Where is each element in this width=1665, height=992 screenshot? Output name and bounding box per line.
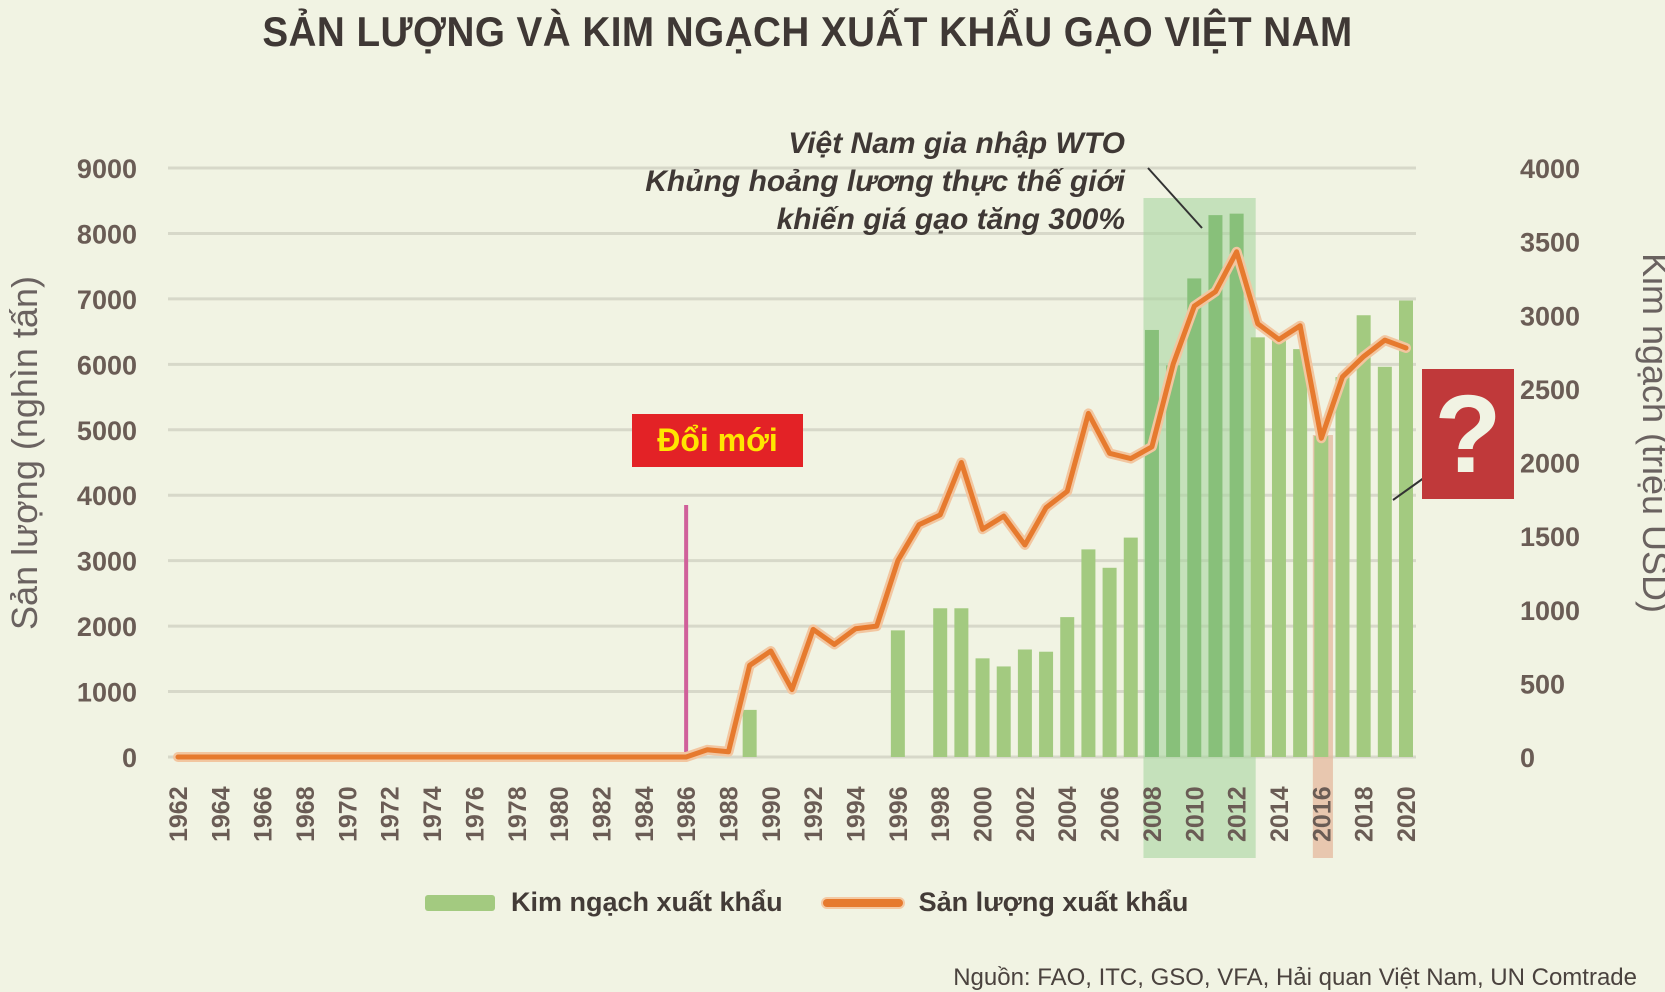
x-tick-label: 1982 xyxy=(588,786,616,842)
chart-title: SẢN LƯỢNG VÀ KIM NGẠCH XUẤT KHẨU GẠO VIỆ… xyxy=(262,8,1353,55)
x-tick-label: 2014 xyxy=(1266,786,1294,842)
x-tick-label: 2018 xyxy=(1351,786,1379,842)
x-tick-label: 1988 xyxy=(715,786,743,842)
bar-2004 xyxy=(1060,617,1075,757)
bar-2014 xyxy=(1271,333,1286,757)
x-tick-label: 1974 xyxy=(419,786,447,842)
bar-2020 xyxy=(1399,300,1413,757)
x-tick-label: 2002 xyxy=(1012,786,1040,842)
bar-2011 xyxy=(1208,215,1223,757)
wto-annotation-line-3: khiến giá gạo tăng 300% xyxy=(776,203,1125,236)
bar-2010 xyxy=(1187,278,1202,757)
wto-annotation-line-1: Việt Nam gia nhập WTO xyxy=(788,127,1125,160)
x-tick-label: 1996 xyxy=(885,786,913,842)
bar-2002 xyxy=(1017,649,1032,757)
bar-1989 xyxy=(742,709,757,757)
x-tick-label: 1992 xyxy=(800,786,828,842)
left-tick-label: 3000 xyxy=(77,547,137,577)
wto-leader-line xyxy=(1147,167,1203,229)
x-tick-label: 2010 xyxy=(1181,786,1209,842)
x-tick-label: 1970 xyxy=(334,786,362,842)
bar-2018 xyxy=(1356,315,1371,757)
x-tick-label: 1994 xyxy=(843,786,871,842)
left-tick-label: 6000 xyxy=(77,350,137,380)
right-tick-label: 2000 xyxy=(1520,449,1580,479)
bar-2012 xyxy=(1229,213,1244,757)
right-tick-label: 2500 xyxy=(1520,375,1580,405)
legend-bar-swatch xyxy=(425,894,495,911)
left-tick-label: 9000 xyxy=(77,154,137,184)
left-axis-label: Sản lượng (nghìn tấn) xyxy=(4,276,45,630)
x-tick-label: 1962 xyxy=(165,786,193,842)
x-tick-label: 2006 xyxy=(1097,786,1125,842)
left-tick-label: 4000 xyxy=(77,481,137,511)
legend-bar-label: Kim ngạch xuất khẩu xyxy=(511,887,783,917)
doi-moi-label: Đổi mới xyxy=(632,414,803,467)
bar-2003 xyxy=(1039,651,1054,757)
x-tick-label: 1976 xyxy=(461,786,489,842)
bar-2015 xyxy=(1293,349,1308,757)
x-tick-label: 1990 xyxy=(758,786,786,842)
bar-2007 xyxy=(1123,537,1138,757)
bar-1998 xyxy=(933,608,948,757)
bar-2009 xyxy=(1166,365,1181,757)
right-tick-label: 1500 xyxy=(1520,522,1580,552)
legend-line-label: Sản lượng xuất khẩu xyxy=(918,887,1189,917)
left-tick-label: 1000 xyxy=(77,678,137,708)
right-tick-label: 4000 xyxy=(1520,154,1580,184)
line-series xyxy=(175,249,1409,760)
left-tick-label: 7000 xyxy=(77,285,137,315)
x-tick-label: 1998 xyxy=(927,786,955,842)
legend: Kim ngạch xuất khẩu Sản lượng xuất khẩu xyxy=(425,887,1188,918)
bar-2001 xyxy=(996,666,1011,757)
x-tick-label: 2012 xyxy=(1224,786,1252,842)
wto-annotation-line-2: Khủng hoảng lương thực thế giới xyxy=(645,165,1125,198)
bar-2019 xyxy=(1377,366,1392,757)
wto-annotation: Việt Nam gia nhập WTO Khủng hoảng lương … xyxy=(645,125,1125,239)
bar-2017 xyxy=(1335,377,1350,757)
bar-2013 xyxy=(1250,337,1265,757)
left-tick-label: 2000 xyxy=(77,612,137,642)
bar-2006 xyxy=(1102,567,1117,757)
right-axis-label: Kim ngạch (triệu USD) xyxy=(1635,252,1665,614)
x-tick-label: 1968 xyxy=(292,786,320,842)
left-tick-label: 5000 xyxy=(77,416,137,446)
source-note: Nguồn: FAO, ITC, GSO, VFA, Hải quan Việt… xyxy=(953,964,1637,991)
bar-2005 xyxy=(1081,549,1096,757)
question-mark-icon: ? xyxy=(1422,369,1514,499)
right-tick-label: 3000 xyxy=(1520,301,1580,331)
x-tick-label: 2000 xyxy=(970,786,998,842)
legend-line-swatch xyxy=(822,898,903,907)
left-tick-label: 0 xyxy=(122,743,137,773)
x-tick-label: 1964 xyxy=(207,786,235,842)
x-tick-label: 2016 xyxy=(1308,786,1336,842)
x-tick-label: 1984 xyxy=(631,786,659,842)
bar-2016 xyxy=(1314,435,1329,757)
left-tick-label: 8000 xyxy=(77,219,137,249)
x-tick-label: 1980 xyxy=(546,786,574,842)
bar-2000 xyxy=(975,658,990,757)
x-tick-label: 1986 xyxy=(673,786,701,842)
x-tick-label: 2020 xyxy=(1393,786,1421,842)
right-tick-label: 1000 xyxy=(1520,596,1580,626)
x-tick-label: 1972 xyxy=(377,786,405,842)
right-tick-label: 500 xyxy=(1520,669,1565,699)
right-tick-label: 0 xyxy=(1520,743,1535,773)
x-tick-label: 1966 xyxy=(250,786,278,842)
bar-1996 xyxy=(890,630,905,757)
right-tick-label: 3500 xyxy=(1520,228,1580,258)
x-tick-label: 2008 xyxy=(1139,786,1167,842)
bar-1999 xyxy=(954,608,969,757)
bar-2008 xyxy=(1144,329,1159,757)
x-tick-label: 1978 xyxy=(504,786,532,842)
x-tick-label: 2004 xyxy=(1054,786,1082,842)
